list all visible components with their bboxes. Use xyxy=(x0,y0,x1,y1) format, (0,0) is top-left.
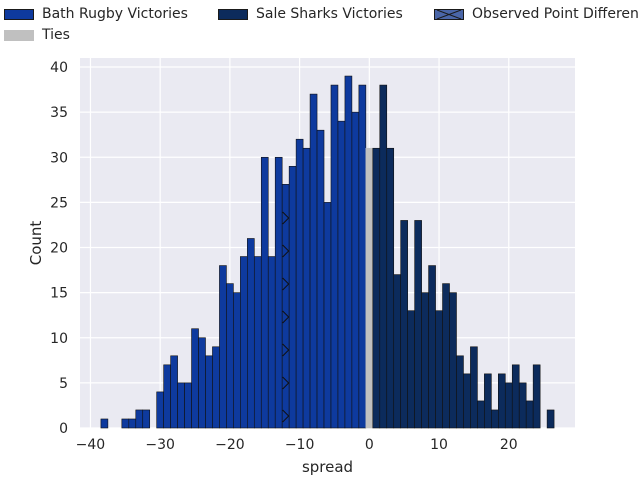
bar xyxy=(156,391,164,429)
bar xyxy=(407,310,415,429)
bar xyxy=(267,256,276,429)
y-tick-label: 0 xyxy=(59,421,68,437)
legend-label-ties: Ties xyxy=(42,27,70,43)
observed-hatch-mark xyxy=(282,244,290,258)
bar xyxy=(288,165,297,429)
bar xyxy=(491,409,499,429)
observed-hatch-mark xyxy=(282,376,290,390)
observed-hatch-mark xyxy=(282,343,290,357)
bar xyxy=(351,111,360,429)
y-tick-label: 35 xyxy=(50,105,68,121)
observed-hatch-mark xyxy=(282,310,290,324)
bar xyxy=(518,382,527,429)
bar xyxy=(163,364,171,429)
legend-item-observed: Observed Point Differen xyxy=(434,6,639,22)
bar xyxy=(274,156,283,429)
bar xyxy=(504,382,513,429)
legend-item-sale: Sale Sharks Victories xyxy=(218,6,403,22)
bar xyxy=(546,409,555,429)
legend-label-observed: Observed Point Differen xyxy=(472,6,639,22)
bar xyxy=(135,409,144,429)
bar xyxy=(316,129,325,429)
legend-label-bath: Bath Rugby Victories xyxy=(42,6,188,22)
bar xyxy=(386,147,395,429)
y-tick-label: 30 xyxy=(50,150,68,166)
x-tick-label: −10 xyxy=(285,437,315,453)
bar xyxy=(344,75,353,429)
bar xyxy=(233,292,241,429)
bar xyxy=(240,256,248,429)
observed-hatch-mark xyxy=(282,211,290,225)
y-tick-label: 15 xyxy=(50,286,68,302)
bar xyxy=(330,84,339,429)
bar xyxy=(191,328,199,429)
bar xyxy=(414,220,422,429)
x-tick-label: −20 xyxy=(215,437,245,453)
bar xyxy=(365,147,374,429)
legend-swatch-bath xyxy=(4,8,34,20)
bar xyxy=(532,364,541,429)
bar xyxy=(428,265,436,429)
legend-swatch-ties xyxy=(4,29,34,41)
observed-hatch-mark xyxy=(282,277,290,291)
x-tick-label: 0 xyxy=(365,437,374,453)
x-tick-label: −30 xyxy=(145,437,175,453)
y-tick-label: 25 xyxy=(50,195,68,211)
legend-item-bath: Bath Rugby Victories xyxy=(4,6,188,22)
bar xyxy=(463,373,471,429)
x-tick-label: −40 xyxy=(76,437,106,453)
bar xyxy=(379,84,388,429)
bar xyxy=(498,373,506,429)
bar xyxy=(456,355,464,429)
bar xyxy=(435,310,443,429)
bar xyxy=(393,274,402,429)
bar xyxy=(170,355,178,429)
bar xyxy=(247,238,255,429)
bar xyxy=(205,355,213,429)
bar xyxy=(100,418,109,429)
bar xyxy=(309,93,318,429)
legend-hatch-icon xyxy=(436,9,462,19)
legend-label-sale: Sale Sharks Victories xyxy=(256,6,403,22)
bar xyxy=(449,292,457,429)
bar xyxy=(253,256,262,429)
bar xyxy=(219,265,227,429)
bar xyxy=(470,346,478,429)
bar xyxy=(212,346,220,429)
bar xyxy=(177,382,185,429)
bar xyxy=(226,283,234,429)
bar xyxy=(295,138,304,429)
bar xyxy=(372,147,381,429)
bar xyxy=(337,120,346,429)
bar xyxy=(323,202,332,429)
bar xyxy=(421,292,429,429)
bar xyxy=(511,364,520,429)
bar xyxy=(442,283,450,429)
x-axis-label: spread xyxy=(302,458,353,476)
x-tick-label: 10 xyxy=(430,437,448,453)
bar xyxy=(260,156,269,429)
bar xyxy=(358,84,367,429)
legend-swatch-sale xyxy=(218,8,248,20)
bar xyxy=(128,418,137,429)
bar xyxy=(525,400,534,429)
legend-item-ties: Ties xyxy=(4,27,70,43)
y-tick-label: 5 xyxy=(59,376,68,392)
y-tick-label: 20 xyxy=(50,241,68,257)
bar xyxy=(477,400,485,429)
bar xyxy=(484,373,492,429)
legend-swatch-observed xyxy=(434,8,464,20)
x-tick-label: 20 xyxy=(500,437,518,453)
bar xyxy=(400,220,408,429)
bar xyxy=(121,418,130,429)
bar xyxy=(142,409,151,429)
y-axis-label: Count xyxy=(27,221,45,266)
bar xyxy=(198,337,206,429)
observed-hatch-mark xyxy=(282,409,290,423)
bar xyxy=(302,147,311,429)
y-tick-label: 40 xyxy=(50,60,68,76)
bar xyxy=(184,382,192,429)
y-tick-label: 10 xyxy=(50,331,68,347)
